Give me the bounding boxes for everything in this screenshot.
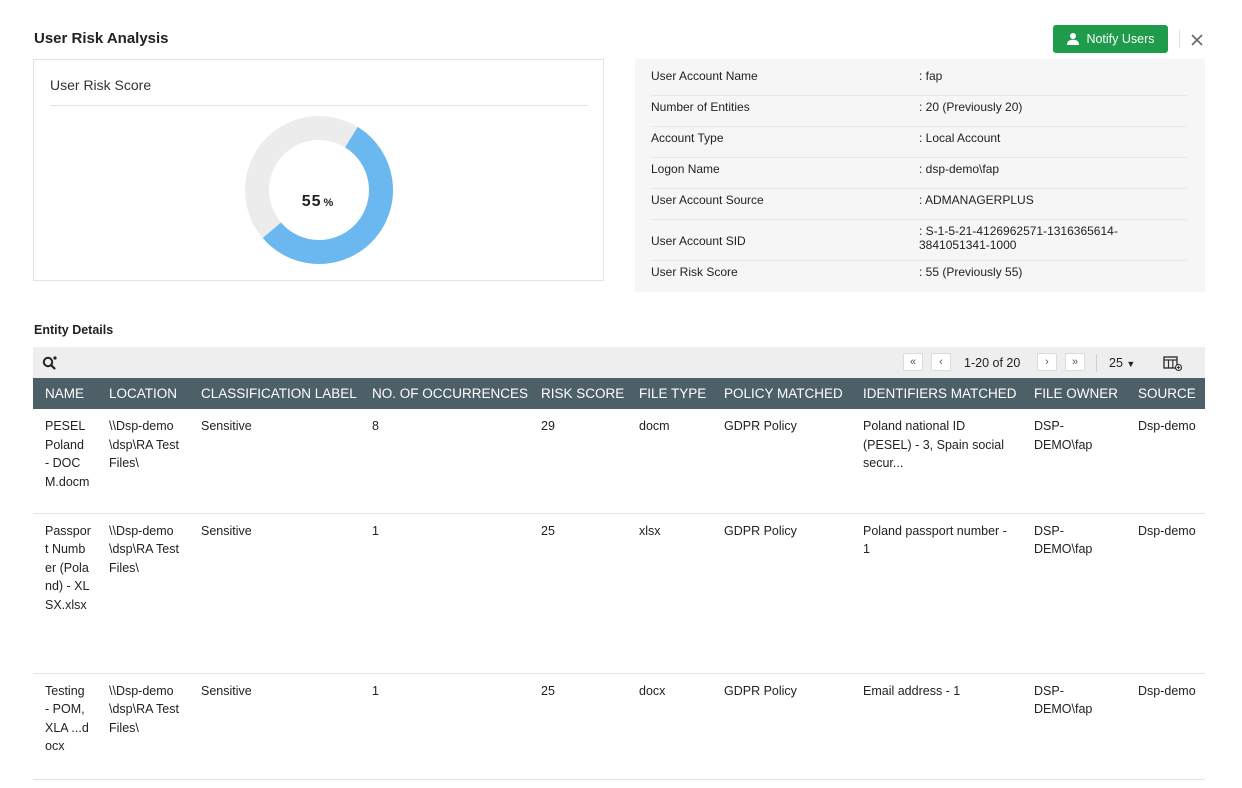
entity-details-title: Entity Details xyxy=(34,323,114,337)
account-info-row: User Account Name : fap xyxy=(651,65,1187,96)
table-cell[interactable]: PESEL Poland - DOCM.docm xyxy=(33,409,97,514)
table-row[interactable]: Testing - POM, XLA ...docx \\Dsp-demo\dsp… xyxy=(33,673,1205,780)
page-size-select[interactable]: 25 ▼ xyxy=(1109,356,1135,370)
table-cell: \\Dsp-demo\dsp\RA Test Files\ xyxy=(97,673,189,780)
previous-page-button[interactable]: ‹ xyxy=(931,353,951,371)
account-info-row: Account Type : Local Account xyxy=(651,127,1187,158)
account-info-key: User Account Source xyxy=(651,193,764,207)
table-cell: Dsp-demo xyxy=(1126,409,1205,514)
pagination-range: 1-20 of 20 xyxy=(964,356,1021,370)
last-page-button[interactable]: » xyxy=(1065,353,1085,371)
account-info-key: User Risk Score xyxy=(651,265,738,279)
table-cell: 25 xyxy=(529,673,627,780)
user-risk-score-card: User Risk Score 55% xyxy=(33,59,604,281)
next-page-button[interactable]: › xyxy=(1037,353,1057,371)
entity-table: NAME LOCATION CLASSIFICATION LABEL NO. OF O… xyxy=(33,378,1205,780)
account-info-key: Account Type xyxy=(651,131,724,145)
table-cell: GDPR Policy xyxy=(712,673,851,780)
risk-score-value: 55% xyxy=(274,193,362,211)
user-icon xyxy=(1067,33,1080,45)
table-header-row: NAME LOCATION CLASSIFICATION LABEL NO. OF O… xyxy=(33,378,1205,409)
page-title: User Risk Analysis xyxy=(34,30,169,47)
account-info-value: : fap xyxy=(919,69,943,83)
column-chooser-icon[interactable] xyxy=(1163,354,1183,372)
column-header[interactable]: CLASSIFICATION LABEL xyxy=(189,378,360,409)
account-info-value: : 20 (Previously 20) xyxy=(919,100,1023,114)
table-cell: docx xyxy=(627,673,712,780)
table-cell: 8 xyxy=(360,409,529,514)
account-info-row: Number of Entities : 20 (Previously 20) xyxy=(651,96,1187,127)
table-cell: DSP-DEMO\fap xyxy=(1022,409,1126,514)
account-info-value: : dsp-demo\fap xyxy=(919,162,1000,176)
table-cell: DSP-DEMO\fap xyxy=(1022,513,1126,674)
notify-users-button[interactable]: Notify Users xyxy=(1053,25,1168,53)
table-cell: Sensitive xyxy=(189,513,360,674)
risk-score-donut xyxy=(245,116,393,264)
close-button[interactable] xyxy=(1187,30,1207,50)
column-header[interactable]: POLICY MATCHED xyxy=(712,378,851,409)
table-cell: xlsx xyxy=(627,513,712,674)
table-cell: \\Dsp-demo\dsp\RA Test Files\ xyxy=(97,409,189,514)
chevron-left-icon: ‹ xyxy=(939,356,943,368)
page-size-value: 25 xyxy=(1109,356,1123,370)
table-cell: docm xyxy=(627,409,712,514)
table-cell: Email address - 1 xyxy=(851,673,1022,780)
chevron-right-icon: › xyxy=(1045,356,1049,368)
table-cell[interactable]: Passport Number (Poland) - XLSX.xlsx xyxy=(33,513,97,674)
table-cell: Dsp-demo xyxy=(1126,673,1205,780)
close-icon xyxy=(1191,34,1203,46)
table-row[interactable]: PESEL Poland - DOCM.docm \\Dsp-demo\dsp\R… xyxy=(33,409,1205,514)
account-info-value: : Local Account xyxy=(919,131,1001,145)
risk-score-number: 55 xyxy=(301,193,322,210)
account-info-value: : S-1-5-21-4126962571-1316365614-3841051… xyxy=(919,224,1118,252)
double-chevron-left-icon: « xyxy=(909,356,917,368)
table-cell: Poland national ID (PESEL) - 3, Spain so… xyxy=(851,409,1022,514)
account-info-row: Logon Name : dsp-demo\fap xyxy=(651,158,1187,189)
search-settings-icon[interactable] xyxy=(41,354,59,372)
score-card-divider xyxy=(50,105,588,106)
column-header[interactable]: NAME xyxy=(33,378,97,409)
account-info-key: User Account Name xyxy=(651,69,758,83)
header-divider xyxy=(1179,30,1180,48)
table-cell[interactable]: Testing - POM, XLA ...docx xyxy=(33,673,97,780)
table-row[interactable]: Passport Number (Poland) - XLSX.xlsx \\Ds… xyxy=(33,513,1205,674)
pagination-divider xyxy=(1096,354,1097,372)
score-card-title: User Risk Score xyxy=(50,77,152,93)
table-cell: Poland passport number - 1 xyxy=(851,513,1022,674)
table-cell: 1 xyxy=(360,513,529,674)
entity-toolbar: « ‹ 1-20 of 20 › » 25 ▼ xyxy=(33,347,1205,378)
table-cell: Sensitive xyxy=(189,673,360,780)
account-info-value: : ADMANAGERPLUS xyxy=(919,193,1034,207)
account-info-key: User Account SID xyxy=(651,234,746,248)
column-header[interactable]: NO. OF OCCURRENCES xyxy=(360,378,529,409)
table-cell: 25 xyxy=(529,513,627,674)
account-info-row: User Account Source : ADMANAGERPLUS xyxy=(651,189,1187,220)
column-header[interactable]: IDENTIFIERS MATCHED xyxy=(851,378,1022,409)
table-cell: Dsp-demo xyxy=(1126,513,1205,674)
account-info-key: Number of Entities xyxy=(651,100,750,114)
account-info-key: Logon Name xyxy=(651,162,720,176)
donut-value-arc xyxy=(262,126,393,264)
notify-users-label: Notify Users xyxy=(1086,32,1155,46)
table-cell: GDPR Policy xyxy=(712,513,851,674)
column-header[interactable]: SOURCE xyxy=(1126,378,1205,409)
column-header[interactable]: LOCATION xyxy=(97,378,189,409)
table-cell: GDPR Policy xyxy=(712,409,851,514)
first-page-button[interactable]: « xyxy=(903,353,923,371)
caret-down-icon: ▼ xyxy=(1126,359,1136,369)
table-cell: 29 xyxy=(529,409,627,514)
account-info-row: User Risk Score : 55 (Previously 55) xyxy=(651,261,1187,292)
column-header[interactable]: RISK SCORE xyxy=(529,378,627,409)
account-info-value: : 55 (Previously 55) xyxy=(919,265,1023,279)
account-info-panel: User Account Name : fap Number of Entities… xyxy=(635,59,1205,292)
table-cell: Sensitive xyxy=(189,409,360,514)
double-chevron-right-icon: » xyxy=(1071,356,1079,368)
column-header[interactable]: FILE TYPE xyxy=(627,378,712,409)
risk-score-unit: % xyxy=(323,197,335,209)
table-cell: 1 xyxy=(360,673,529,780)
table-cell: DSP-DEMO\fap xyxy=(1022,673,1126,780)
account-info-row: User Account SID : S-1-5-21-4126962571-13… xyxy=(651,220,1187,261)
column-header[interactable]: FILE OWNER xyxy=(1022,378,1126,409)
table-cell: \\Dsp-demo\dsp\RA Test Files\ xyxy=(97,513,189,674)
